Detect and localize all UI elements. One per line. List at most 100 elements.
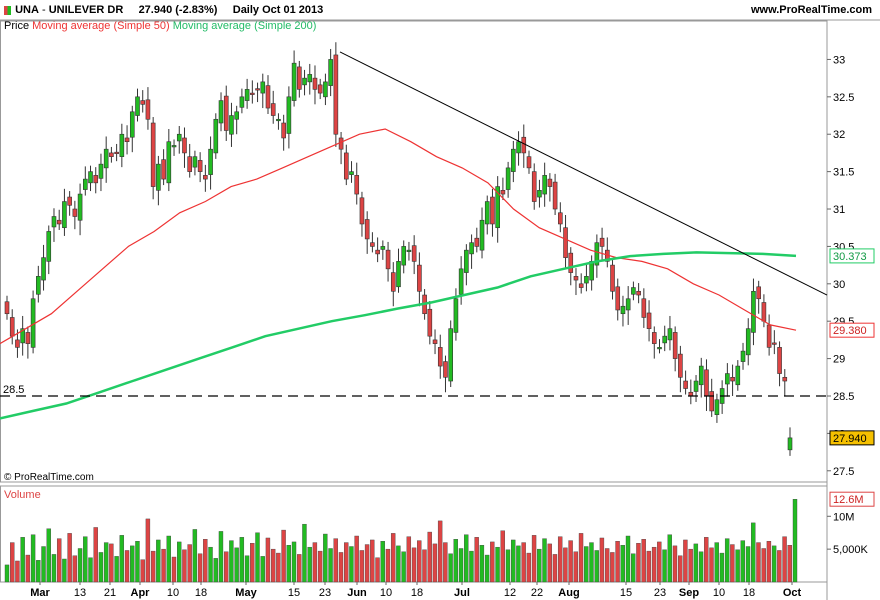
x-tick-label: 12 xyxy=(504,587,516,599)
volume-bar xyxy=(745,546,751,583)
x-tick-label: 23 xyxy=(654,587,666,599)
candle-body xyxy=(678,353,683,378)
candle-body xyxy=(46,231,52,262)
candle-body xyxy=(359,197,365,225)
candle-body xyxy=(83,178,88,190)
volume-bar xyxy=(604,548,610,583)
watermark: © ProRealTime.com xyxy=(4,472,94,483)
candle-body xyxy=(265,85,271,109)
x-tick-label: Apr xyxy=(131,587,151,599)
volume-bar xyxy=(375,557,380,583)
candle-body xyxy=(124,137,130,143)
candle-body xyxy=(594,242,600,266)
volume-bar xyxy=(427,531,432,583)
volume-bar xyxy=(291,541,297,583)
candle-body xyxy=(484,201,490,225)
candle-body xyxy=(406,249,412,252)
legend-ma50: Moving average (Simple 50) xyxy=(32,20,170,32)
candle-body xyxy=(223,95,229,131)
candle-body xyxy=(714,399,720,415)
volume-bar xyxy=(537,548,542,583)
x-tick-label: May xyxy=(235,587,257,599)
candle-body xyxy=(751,290,756,333)
candle-body xyxy=(390,272,396,292)
volume-bar xyxy=(751,522,756,583)
volume-bar xyxy=(490,541,495,583)
volume-bar xyxy=(782,536,787,583)
candle-body xyxy=(401,246,407,266)
instrument-name: UNILEVER DR xyxy=(48,4,124,16)
volume-bar xyxy=(161,548,166,583)
candle-body xyxy=(704,369,709,397)
volume-bar xyxy=(67,533,72,583)
chart-legend: Price Moving average (Simple 50) Moving … xyxy=(4,20,316,32)
volume-bar xyxy=(317,550,323,583)
volume-bar xyxy=(15,560,20,583)
volume-bar xyxy=(787,545,792,583)
volume-bar xyxy=(458,548,464,583)
candle-body xyxy=(239,96,245,108)
candle-body xyxy=(474,237,480,247)
volume-bar xyxy=(187,544,192,583)
price-tick-label: 31 xyxy=(833,204,845,216)
volume-bar xyxy=(735,549,740,583)
volume-bar xyxy=(615,541,620,583)
volume-bar xyxy=(719,552,725,583)
volume-bar xyxy=(140,559,145,583)
candle-body xyxy=(667,328,673,341)
volume-bar xyxy=(411,547,417,583)
volume-bar xyxy=(10,542,15,583)
volume-bar xyxy=(234,547,239,583)
candle-body xyxy=(171,145,177,148)
volume-bar xyxy=(36,560,41,583)
candle-body xyxy=(4,301,10,315)
candle-body xyxy=(380,246,386,250)
candle-body xyxy=(197,160,203,172)
candle-body xyxy=(103,148,109,169)
volume-bar xyxy=(103,542,109,583)
x-tick-label: 10 xyxy=(380,587,392,599)
candle-body xyxy=(98,163,104,179)
candle-body xyxy=(646,312,652,329)
candle-body xyxy=(745,328,751,356)
volume-bar xyxy=(98,552,104,583)
candle-body xyxy=(302,77,307,86)
volume-bar xyxy=(542,538,547,583)
volume-bar xyxy=(563,547,568,583)
volume-bar xyxy=(250,543,255,583)
ma200-value-tag-box xyxy=(829,248,875,264)
x-tick-label: Jul xyxy=(454,587,470,599)
volume-bar xyxy=(677,555,683,583)
price-tick-label: 29 xyxy=(833,354,845,366)
candle-body xyxy=(364,219,370,240)
candle-body xyxy=(526,156,532,169)
volume-bar xyxy=(4,564,10,583)
candle-body xyxy=(20,328,25,344)
candle-body xyxy=(67,196,72,206)
candle-body xyxy=(516,141,521,154)
x-tick-label: 13 xyxy=(74,587,86,599)
volume-bar xyxy=(578,533,584,583)
candle-body xyxy=(88,171,93,184)
price-tick-label: 32 xyxy=(833,129,845,141)
candle-body xyxy=(187,156,192,172)
volume-bar xyxy=(599,537,605,583)
candle-body xyxy=(490,196,495,225)
candle-body xyxy=(657,347,662,350)
trendline xyxy=(339,51,828,296)
volume-bar xyxy=(672,545,678,583)
candle-body xyxy=(213,118,219,154)
volume-bar xyxy=(328,548,333,583)
candle-body xyxy=(453,298,459,333)
candle-body xyxy=(458,268,464,295)
volume-bar xyxy=(657,541,662,583)
x-tick-label: 18 xyxy=(195,587,207,599)
candle-body xyxy=(286,96,292,134)
candle-body xyxy=(349,171,354,175)
volume-bar xyxy=(505,549,511,583)
candle-body xyxy=(119,133,125,157)
site-link[interactable]: www.ProRealTime.com xyxy=(750,4,872,16)
candle-body xyxy=(312,77,318,90)
volume-bar xyxy=(704,537,709,583)
